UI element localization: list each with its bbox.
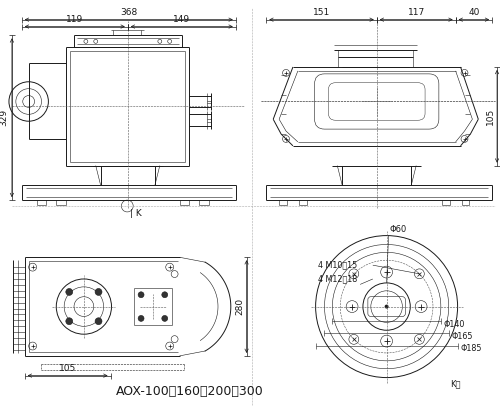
Text: 40: 40 <box>468 8 479 17</box>
Circle shape <box>95 289 102 295</box>
Text: 368: 368 <box>120 8 138 17</box>
Text: 105: 105 <box>59 364 76 373</box>
Text: Φ60: Φ60 <box>390 225 407 234</box>
Text: 105: 105 <box>486 108 495 125</box>
Circle shape <box>66 289 72 295</box>
Text: 117: 117 <box>408 8 425 17</box>
Circle shape <box>66 318 72 325</box>
Circle shape <box>95 318 102 325</box>
Text: 329: 329 <box>0 109 8 126</box>
Circle shape <box>138 316 144 321</box>
Text: Φ165: Φ165 <box>452 332 473 341</box>
Text: 119: 119 <box>66 14 84 24</box>
Circle shape <box>162 316 168 321</box>
Text: 151: 151 <box>313 8 330 17</box>
Text: K气: K气 <box>450 380 460 388</box>
Text: AOX-100、160、200、300: AOX-100、160、200、300 <box>116 385 264 398</box>
Text: Φ185: Φ185 <box>460 344 482 354</box>
Text: | K: | K <box>130 209 141 218</box>
Circle shape <box>384 305 388 309</box>
Text: 4 M12深18: 4 M12深18 <box>318 275 357 283</box>
Text: 280: 280 <box>236 298 244 315</box>
Text: 149: 149 <box>173 14 190 24</box>
Circle shape <box>162 292 168 298</box>
Circle shape <box>138 292 144 298</box>
Text: 4 M10深15: 4 M10深15 <box>318 261 357 270</box>
Text: Φ140: Φ140 <box>444 320 465 329</box>
